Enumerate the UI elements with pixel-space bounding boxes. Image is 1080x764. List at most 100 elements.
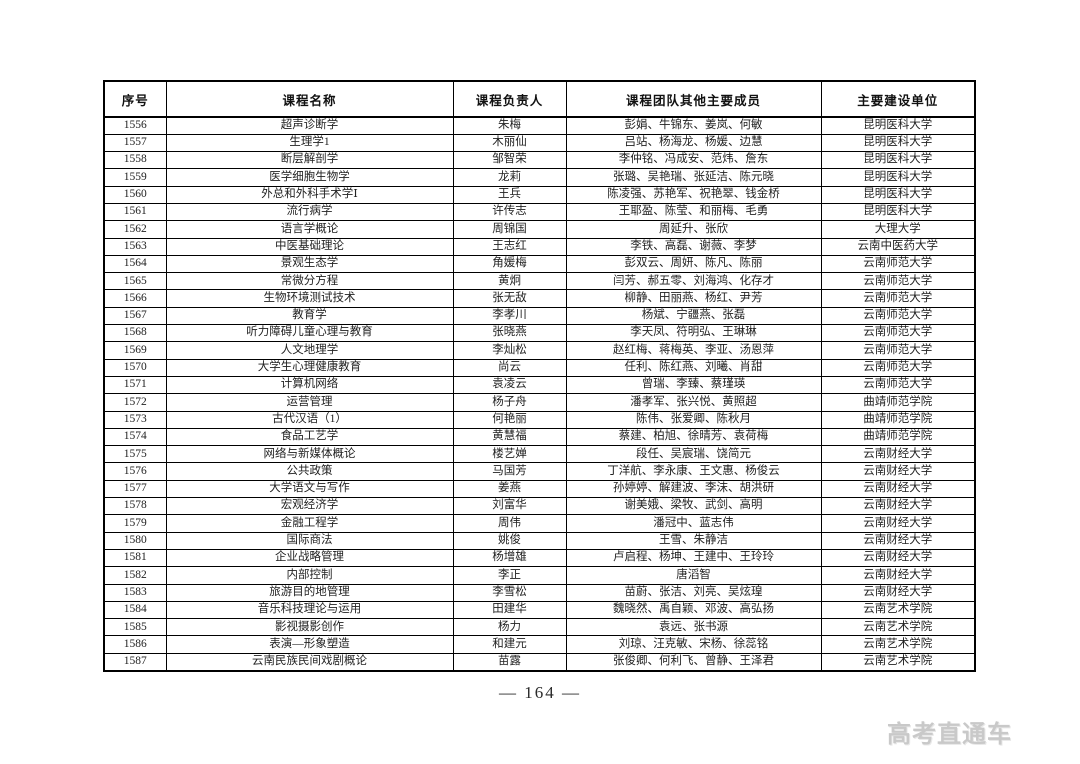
cell-leader: 杨力 <box>452 618 567 637</box>
cell-no: 1574 <box>103 427 167 447</box>
table-row: 1561 流行病学 许传志 王耶盈、陈莹、和丽梅、毛勇 昆明医科大学 <box>103 202 976 222</box>
cell-leader: 李孝川 <box>452 306 567 326</box>
cell-unit: 云南师范大学 <box>820 341 976 360</box>
cell-course: 流行病学 <box>165 202 454 222</box>
cell-course: 食品工艺学 <box>165 427 454 447</box>
cell-team: 杨斌、宁疆燕、张磊 <box>565 306 822 326</box>
course-table-container: 序号 课程名称 课程负责人 课程团队其他主要成员 主要建设单位 1556 超声诊断学 朱梅彭… <box>103 80 976 672</box>
cell-unit: 曲靖师范学院 <box>820 393 976 412</box>
cell-unit: 昆明医科大学 <box>820 116 976 135</box>
cell-leader: 杨增雄 <box>452 548 567 568</box>
course-table: 序号 课程名称 课程负责人 课程团队其他主要成员 主要建设单位 1556 超声诊断学 朱梅彭… <box>103 80 976 672</box>
cell-unit: 曲靖师范学院 <box>820 427 976 447</box>
table-row: 1570 大学生心理健康教育 尚云 任利、陈红燕、刘曦、肖甜 云南师范大学 <box>103 358 976 377</box>
cell-team: 苗蔚、张洁、刘亮、吴炫瑝 <box>565 583 822 602</box>
cell-course: 旅游目的地管理 <box>165 583 454 602</box>
cell-team: 周延升、张欣 <box>565 220 822 239</box>
cell-course: 外总和外科手术学Ⅰ <box>165 185 454 204</box>
cell-no: 1586 <box>103 635 167 654</box>
table-row: 1573 古代汉语（1） 何艳丽 陈伟、张爱卿、陈秋月 曲靖师范学院 <box>103 410 976 429</box>
cell-no: 1580 <box>103 531 167 550</box>
cell-no: 1556 <box>103 116 167 135</box>
cell-unit: 云南艺术学院 <box>820 600 976 620</box>
watermark-text: 高考直通车 <box>887 721 1012 748</box>
cell-team: 李铁、高磊、谢薇、李梦 <box>565 237 822 256</box>
cell-team: 彭双云、周妍、陈凡、陈丽 <box>565 254 822 274</box>
cell-course: 断层解剖学 <box>165 151 454 170</box>
cell-team: 吕站、杨海龙、杨媛、边慧 <box>565 133 822 153</box>
table-header: 序号 课程名称 课程负责人 课程团队其他主要成员 主要建设单位 <box>103 80 976 118</box>
table-row: 1562 语言学概论 周锦国 周延升、张欣 大理大学 <box>103 220 976 239</box>
cell-course: 内部控制 <box>165 566 454 585</box>
cell-leader: 和建元 <box>452 635 567 654</box>
table-row: 1558 断层解剖学 邹智荣 李仲铭、冯成安、范炜、詹东 昆明医科大学 <box>103 151 976 170</box>
cell-team: 卢启程、杨坤、王建中、王玲玲 <box>565 548 822 568</box>
cell-leader: 姚俊 <box>452 531 567 550</box>
cell-team: 刘琼、汪克敏、宋杨、徐蕊铭 <box>565 635 822 654</box>
table-row: 1584 音乐科技理论与运用 田建华 魏晓然、禹自颖、邓波、高弘扬 云南艺术学院 <box>103 600 976 620</box>
column-header-0: 序号 <box>103 80 167 118</box>
cell-leader: 朱梅 <box>452 116 567 135</box>
cell-team: 魏晓然、禹自颖、邓波、高弘扬 <box>565 600 822 620</box>
cell-leader: 周伟 <box>452 514 567 533</box>
cell-course: 听力障碍儿童心理与教育 <box>165 324 454 343</box>
cell-team: 张璐、吴艳瑞、张延洁、陈元晓 <box>565 168 822 187</box>
cell-unit: 云南师范大学 <box>820 289 976 308</box>
cell-course: 音乐科技理论与运用 <box>165 600 454 620</box>
cell-course: 景观生态学 <box>165 254 454 274</box>
header-row: 序号 课程名称 课程负责人 课程团队其他主要成员 主要建设单位 <box>103 80 976 118</box>
table-row: 1583 旅游目的地管理 李雪松 苗蔚、张洁、刘亮、吴炫瑝 云南财经大学 <box>103 583 976 602</box>
cell-unit: 云南师范大学 <box>820 272 976 291</box>
table-row: 1579 金融工程学 周伟 潘冠中、蓝志伟 云南财经大学 <box>103 514 976 533</box>
cell-leader: 木丽仙 <box>452 133 567 153</box>
cell-course: 企业战略管理 <box>165 548 454 568</box>
cell-leader: 周锦国 <box>452 220 567 239</box>
cell-team: 段任、吴宸瑞、饶简元 <box>565 445 822 464</box>
column-header-2: 课程负责人 <box>452 80 567 118</box>
table-row: 1585 影视摄影创作 杨力 袁远、张书源 云南艺术学院 <box>103 618 976 637</box>
cell-leader: 龙莉 <box>452 168 567 187</box>
cell-no: 1572 <box>103 393 167 412</box>
table-row: 1586 表演—形象塑造 和建元 刘琼、汪克敏、宋杨、徐蕊铭 云南艺术学院 <box>103 635 976 654</box>
cell-no: 1587 <box>103 652 167 672</box>
cell-no: 1568 <box>103 324 167 343</box>
cell-team: 陈伟、张爱卿、陈秋月 <box>565 410 822 429</box>
cell-course: 影视摄影创作 <box>165 618 454 637</box>
table-row: 1569 人文地理学 李灿松 赵红梅、蒋梅英、李亚、汤恩萍 云南师范大学 <box>103 341 976 360</box>
table-row: 1580 国际商法 姚俊 王雪、朱静洁 云南财经大学 <box>103 531 976 550</box>
cell-course: 大学语文与写作 <box>165 479 454 499</box>
cell-unit: 云南师范大学 <box>820 254 976 274</box>
table-row: 1563 中医基础理论 王志红 李铁、高磊、谢薇、李梦 云南中医药大学 <box>103 237 976 256</box>
cell-course: 公共政策 <box>165 462 454 481</box>
table-row: 1571 计算机网络 袁凌云 曾瑞、李臻、蔡瑾瑛 云南师范大学 <box>103 375 976 395</box>
cell-unit: 云南师范大学 <box>820 324 976 343</box>
cell-no: 1567 <box>103 306 167 326</box>
cell-no: 1565 <box>103 272 167 291</box>
cell-leader: 李雪松 <box>452 583 567 602</box>
cell-no: 1581 <box>103 548 167 568</box>
cell-course: 网络与新媒体概论 <box>165 445 454 464</box>
cell-unit: 云南财经大学 <box>820 479 976 499</box>
cell-leader: 田建华 <box>452 600 567 620</box>
cell-team: 任利、陈红燕、刘曦、肖甜 <box>565 358 822 377</box>
page-number: — 164 — <box>499 683 581 702</box>
cell-course: 国际商法 <box>165 531 454 550</box>
table-row: 1565 常微分方程 黄炯 闫芳、郝五零、刘海鸿、化存才 云南师范大学 <box>103 272 976 291</box>
cell-leader: 邹智荣 <box>452 151 567 170</box>
cell-no: 1566 <box>103 289 167 308</box>
table-row: 1559 医学细胞生物学 龙莉 张璐、吴艳瑞、张延洁、陈元晓 昆明医科大学 <box>103 168 976 187</box>
table-row: 1560 外总和外科手术学Ⅰ 王兵 陈凌强、苏艳军、祝艳翠、钱金桥 昆明医科大学 <box>103 185 976 204</box>
table-row: 1576 公共政策 马国芳 丁洋航、李永康、王文惠、杨俊云 云南财经大学 <box>103 462 976 481</box>
cell-no: 1563 <box>103 237 167 256</box>
cell-team: 潘孝军、张兴悦、黄照超 <box>565 393 822 412</box>
cell-leader: 黄炯 <box>452 272 567 291</box>
table-row: 1577 大学语文与写作 姜燕 孙婷婷、解建波、李沫、胡洪研 云南财经大学 <box>103 479 976 499</box>
cell-leader: 李正 <box>452 566 567 585</box>
cell-team: 闫芳、郝五零、刘海鸿、化存才 <box>565 272 822 291</box>
cell-team: 唐滔智 <box>565 566 822 585</box>
cell-no: 1571 <box>103 375 167 395</box>
cell-no: 1584 <box>103 600 167 620</box>
cell-unit: 云南师范大学 <box>820 358 976 377</box>
cell-course: 医学细胞生物学 <box>165 168 454 187</box>
